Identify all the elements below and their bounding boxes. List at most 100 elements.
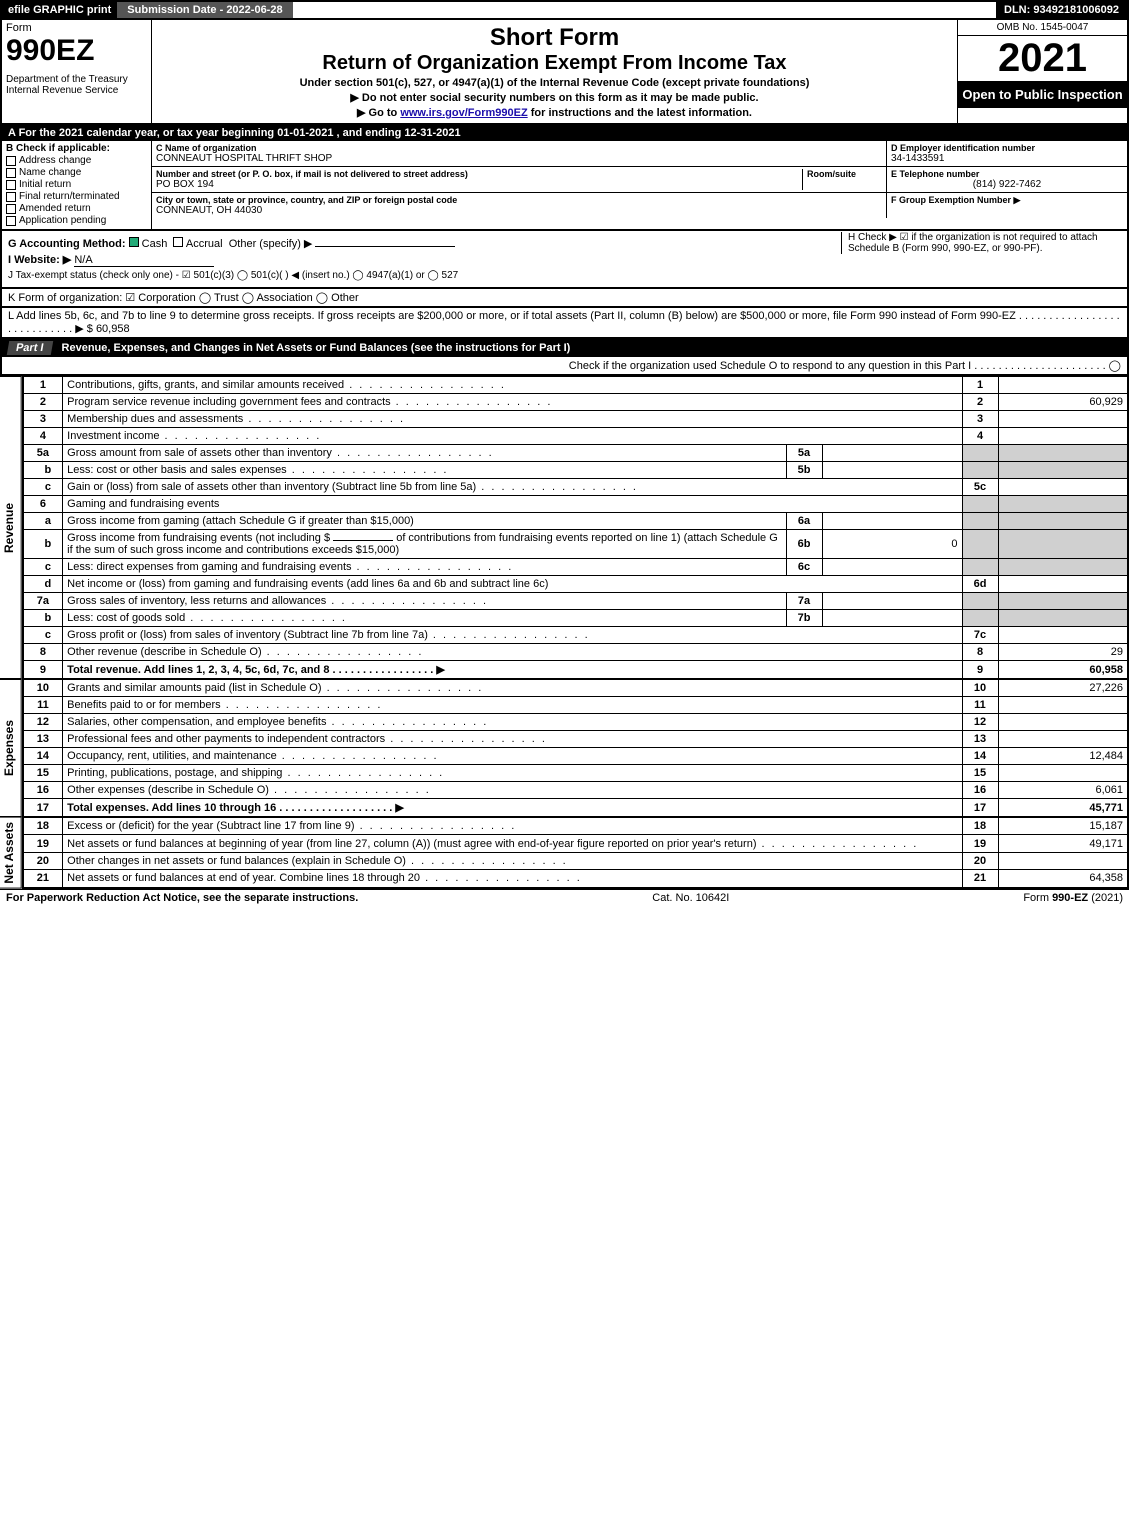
line-21: 21Net assets or fund balances at end of … <box>23 870 1128 888</box>
efile-print-button[interactable]: efile GRAPHIC print <box>2 2 117 18</box>
net-assets-table: 18Excess or (deficit) for the year (Subt… <box>22 817 1129 889</box>
line-7b: bLess: cost of goods sold7b <box>23 610 1128 627</box>
tax-year: 2021 <box>958 36 1127 81</box>
chk-amended-return[interactable]: Amended return <box>6 203 147 214</box>
line-5c: cGain or (loss) from sale of assets othe… <box>23 479 1128 496</box>
l-text: L Add lines 5b, 6c, and 7b to line 9 to … <box>8 310 1120 335</box>
line-4: 4Investment income4 <box>23 428 1128 445</box>
line-3: 3Membership dues and assessments3 <box>23 411 1128 428</box>
short-form-title: Short Form <box>160 24 949 52</box>
org-name: CONNEAUT HOSPITAL THRIFT SHOP <box>156 153 882 164</box>
section-d: D Employer identification number 34-1433… <box>887 141 1127 166</box>
checkbox-icon <box>6 180 16 190</box>
group-exemption-label: F Group Exemption Number ▶ <box>891 195 1020 205</box>
line-6c: cLess: direct expenses from gaming and f… <box>23 559 1128 576</box>
i-label: I Website: ▶ <box>8 254 71 266</box>
revenue-tab: Revenue <box>0 376 22 679</box>
subtitle-2: ▶ Do not enter social security numbers o… <box>160 91 949 104</box>
chk-initial-return[interactable]: Initial return <box>6 179 147 190</box>
form-word: Form <box>6 22 147 34</box>
line-6a: aGross income from gaming (attach Schedu… <box>23 513 1128 530</box>
year-block: OMB No. 1545-0047 2021 Open to Public In… <box>957 20 1127 123</box>
section-k: K Form of organization: ☑ Corporation ◯ … <box>0 289 1129 308</box>
phone-label: E Telephone number <box>891 169 1123 179</box>
g-label: G Accounting Method: <box>8 238 126 250</box>
line-2: 2Program service revenue including gover… <box>23 394 1128 411</box>
line-13: 13Professional fees and other payments t… <box>23 731 1128 748</box>
section-l: L Add lines 5b, 6c, and 7b to line 9 to … <box>0 308 1129 339</box>
org-name-label: C Name of organization <box>156 143 882 153</box>
form-id-block: Form 990EZ Department of the Treasury In… <box>2 20 152 123</box>
section-e: E Telephone number (814) 922-7462 <box>887 167 1127 192</box>
part1-sub: Check if the organization used Schedule … <box>0 357 1129 376</box>
subtitle-3: ▶ Go to www.irs.gov/Form990EZ for instru… <box>160 106 949 119</box>
checkbox-icon <box>6 204 16 214</box>
g-other-input[interactable] <box>315 246 455 247</box>
phone-value: (814) 922-7462 <box>891 179 1123 190</box>
chk-application-pending[interactable]: Application pending <box>6 215 147 226</box>
net-assets-tab: Net Assets <box>0 817 22 889</box>
form-number: 990EZ <box>6 34 147 68</box>
revenue-table: 1Contributions, gifts, grants, and simil… <box>22 376 1129 679</box>
chk-label: Final return/terminated <box>19 191 120 202</box>
checkbox-icon <box>6 168 16 178</box>
section-b: B Check if applicable: Address change Na… <box>2 141 152 229</box>
checkbox-icon <box>6 216 16 226</box>
chk-label: Amended return <box>19 203 91 214</box>
chk-name-change[interactable]: Name change <box>6 167 147 178</box>
part1-tag: Part I <box>7 341 53 355</box>
line-14: 14Occupancy, rent, utilities, and mainte… <box>23 748 1128 765</box>
section-f: F Group Exemption Number ▶ <box>887 193 1127 218</box>
expenses-section: Expenses 10Grants and similar amounts pa… <box>0 679 1129 817</box>
part1-title: Revenue, Expenses, and Changes in Net As… <box>62 342 571 354</box>
irs-link[interactable]: www.irs.gov/Form990EZ <box>400 107 527 119</box>
chk-label: Name change <box>19 167 81 178</box>
section-b-title: B Check if applicable: <box>6 143 147 154</box>
line-16: 16Other expenses (describe in Schedule O… <box>23 782 1128 799</box>
l-amount: 60,958 <box>96 323 130 335</box>
line-17: 17Total expenses. Add lines 10 through 1… <box>23 799 1128 817</box>
chk-final-return[interactable]: Final return/terminated <box>6 191 147 202</box>
room-label: Room/suite <box>807 169 882 179</box>
line-18: 18Excess or (deficit) for the year (Subt… <box>23 818 1128 835</box>
address-value: PO BOX 194 <box>156 179 802 190</box>
expenses-table: 10Grants and similar amounts paid (list … <box>22 679 1129 817</box>
expenses-tab: Expenses <box>0 679 22 817</box>
chk-label: Address change <box>19 155 91 166</box>
chk-address-change[interactable]: Address change <box>6 155 147 166</box>
info-grid: B Check if applicable: Address change Na… <box>0 141 1129 231</box>
net-assets-section: Net Assets 18Excess or (deficit) for the… <box>0 817 1129 889</box>
section-j: J Tax-exempt status (check only one) - ☑… <box>8 270 1121 281</box>
ein-value: 34-1433591 <box>891 153 1123 164</box>
l6b-blank[interactable] <box>333 540 393 541</box>
g-other: Other (specify) ▶ <box>229 238 313 250</box>
line-6: 6Gaming and fundraising events <box>23 496 1128 513</box>
chk-label: Application pending <box>19 215 106 226</box>
top-bar: efile GRAPHIC print Submission Date - 20… <box>0 0 1129 20</box>
g-cash: Cash <box>142 238 168 250</box>
chk-label: Initial return <box>19 179 71 190</box>
line-10: 10Grants and similar amounts paid (list … <box>23 680 1128 697</box>
part1-header: Part I Revenue, Expenses, and Changes in… <box>0 339 1129 357</box>
section-i: I Website: ▶ N/A <box>8 253 1121 267</box>
omb-number: OMB No. 1545-0047 <box>958 20 1127 36</box>
main-title: Return of Organization Exempt From Incom… <box>160 52 949 75</box>
line-6b: bGross income from fundraising events (n… <box>23 530 1128 559</box>
line-19: 19Net assets or fund balances at beginni… <box>23 835 1128 852</box>
line-7c: cGross profit or (loss) from sales of in… <box>23 627 1128 644</box>
line-1: 1Contributions, gifts, grants, and simil… <box>23 377 1128 394</box>
submission-date: Submission Date - 2022-06-28 <box>117 2 292 18</box>
section-ghij: H Check ▶ ☑ if the organization is not r… <box>0 231 1129 289</box>
section-h: H Check ▶ ☑ if the organization is not r… <box>841 232 1121 254</box>
checkbox-icon <box>6 192 16 202</box>
line-9: 9Total revenue. Add lines 1, 2, 3, 4, 5c… <box>23 661 1128 679</box>
sub3-pre: ▶ Go to <box>357 107 400 119</box>
section-c-container: C Name of organization CONNEAUT HOSPITAL… <box>152 141 1127 229</box>
dln: DLN: 93492181006092 <box>996 2 1127 18</box>
checkbox-icon <box>173 237 183 247</box>
ein-label: D Employer identification number <box>891 143 1123 153</box>
row-a-tax-year: A For the 2021 calendar year, or tax yea… <box>0 125 1129 141</box>
line-5a: 5aGross amount from sale of assets other… <box>23 445 1128 462</box>
address-label: Number and street (or P. O. box, if mail… <box>156 169 802 179</box>
line-8: 8Other revenue (describe in Schedule O)8… <box>23 644 1128 661</box>
